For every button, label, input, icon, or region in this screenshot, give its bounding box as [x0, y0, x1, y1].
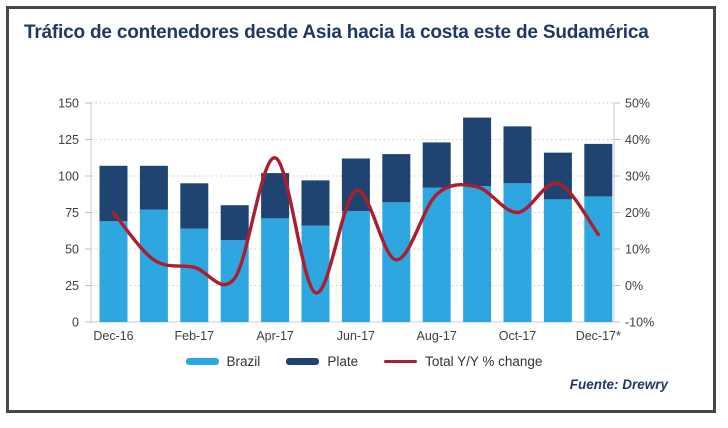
left-axis-label: 100 [58, 170, 79, 184]
right-axis-label: -10% [625, 316, 654, 330]
x-axis-label: Aug-17 [417, 329, 457, 343]
yoy-change-line [111, 156, 600, 295]
bar-plate-Mar-17 [220, 205, 249, 241]
legend-item-plate: Plate [286, 354, 358, 369]
bar-plate-Sep-17 [463, 117, 492, 187]
bar-brazil-Dec-17* [584, 196, 613, 322]
bar-brazil-Sep-17 [463, 186, 492, 322]
bar-plate-Jan-17 [139, 165, 168, 210]
right-axis-label: 40% [625, 133, 650, 147]
bar-brazil-Nov-17 [543, 199, 572, 322]
legend-label-brazil: Brazil [226, 354, 261, 369]
x-axis-label: Apr-17 [256, 329, 294, 343]
bar-brazil-Oct-17 [503, 183, 532, 322]
brazil-swatch-icon [185, 358, 219, 365]
legend-label-yoy: Total Y/Y % change [425, 354, 543, 369]
bar-plate-Dec-17* [584, 143, 613, 197]
left-axis-label: 50 [65, 243, 79, 257]
bar-plate-Oct-17 [503, 126, 532, 184]
right-axis-label: 30% [625, 170, 650, 184]
bar-plate-Aug-17 [422, 142, 451, 188]
left-axis-label: 75 [65, 206, 79, 220]
x-axis-label: Oct-17 [499, 329, 537, 343]
chart-legend: Brazil Plate Total Y/Y % change [0, 354, 728, 369]
chart-title: Tráfico de contenedores desde Asia hacia… [24, 22, 649, 43]
left-axis-label: 25 [65, 279, 79, 293]
plate-swatch-icon [286, 358, 320, 365]
left-axis-label: 0 [72, 316, 79, 330]
bar-plate-Jul-17 [382, 154, 411, 203]
x-axis-label: Dec-17* [576, 329, 621, 343]
x-axis-label: Dec-16 [93, 329, 133, 343]
bar-brazil-Jul-17 [382, 202, 411, 322]
right-axis-label: 10% [625, 243, 650, 257]
left-axis-label: 125 [58, 133, 79, 147]
bar-plate-May-17 [301, 180, 330, 226]
right-axis-label: 20% [625, 206, 650, 220]
bar-plate-Jun-17 [341, 158, 370, 212]
bar-brazil-Dec-16 [99, 221, 128, 322]
bar-brazil-Jun-17 [341, 211, 370, 322]
source-note: Fuente: Drewry [569, 377, 668, 392]
bar-plate-Feb-17 [180, 183, 209, 229]
bar-brazil-Feb-17 [180, 228, 209, 322]
x-axis-label: Feb-17 [174, 329, 214, 343]
yoy-line-swatch-icon [384, 360, 418, 363]
left-axis-label: 150 [58, 97, 79, 111]
legend-item-yoy-line: Total Y/Y % change [384, 354, 542, 369]
x-axis-label: Jun-17 [337, 329, 375, 343]
legend-item-brazil: Brazil [185, 354, 261, 369]
right-axis-label: 0% [625, 279, 643, 293]
right-axis-label: 50% [625, 97, 650, 111]
legend-label-plate: Plate [327, 354, 359, 369]
bar-brazil-Apr-17 [261, 218, 290, 322]
